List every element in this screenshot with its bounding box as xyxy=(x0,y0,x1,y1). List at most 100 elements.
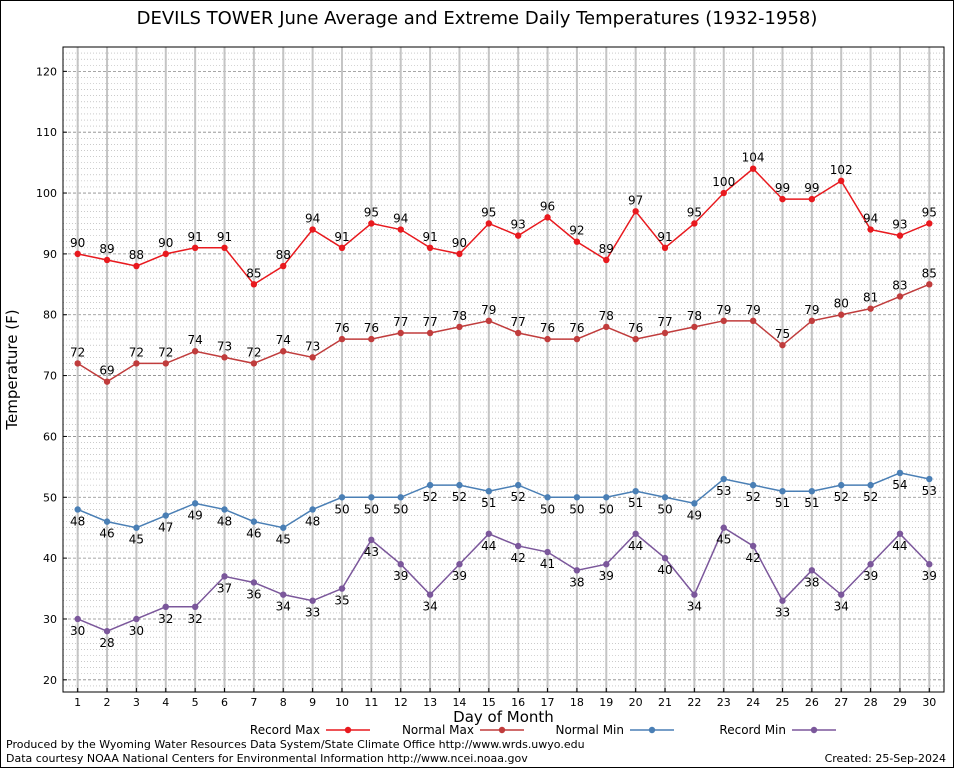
x-tick-label: 7 xyxy=(250,696,257,709)
record-max-data-label: 90 xyxy=(158,236,173,250)
normal-min-point xyxy=(133,524,140,531)
x-tick-label: 29 xyxy=(893,696,907,709)
x-axis-label: Day of Month xyxy=(453,708,554,726)
normal-min-point xyxy=(309,506,316,513)
record-max-point xyxy=(691,220,698,227)
normal-max-data-label: 76 xyxy=(628,321,643,335)
normal-max-data-label: 72 xyxy=(246,345,261,359)
normal-min-point xyxy=(426,481,434,489)
record-min-data-label: 32 xyxy=(188,612,203,626)
normal-max-data-label: 76 xyxy=(364,321,379,335)
x-tick-label: 8 xyxy=(280,696,287,709)
record-max-legend-label: Record Max xyxy=(250,723,320,737)
record-min-point xyxy=(426,591,434,598)
record-min-data-label: 38 xyxy=(569,575,584,589)
record-min-point xyxy=(779,597,786,604)
footer-created: Created: 25-Sep-2024 xyxy=(824,752,946,765)
record-max-data-label: 104 xyxy=(742,151,765,165)
normal-max-data-label: 76 xyxy=(334,321,349,335)
normal-max-point xyxy=(133,360,140,367)
normal-min-data-label: 50 xyxy=(569,502,584,516)
normal-min-point xyxy=(485,487,493,495)
normal-min-point xyxy=(603,494,610,501)
normal-max-point xyxy=(603,323,610,331)
record-min-data-label: 28 xyxy=(99,636,114,650)
normal-min-point xyxy=(838,481,845,489)
normal-max-point xyxy=(338,335,346,343)
record-min-line xyxy=(77,526,930,632)
record-max-point xyxy=(250,281,258,288)
y-tick-label: 60 xyxy=(43,430,57,443)
record-max-data-label: 91 xyxy=(334,230,349,244)
record-min-point xyxy=(309,597,316,604)
normal-min-data-label: 46 xyxy=(99,527,114,541)
normal-min-data-label: 48 xyxy=(305,514,320,528)
x-tick-label: 28 xyxy=(864,696,878,709)
record-max-data-label: 90 xyxy=(70,236,85,250)
record-min-point xyxy=(397,561,404,568)
record-max-data-label: 94 xyxy=(863,212,878,226)
normal-max-data-label: 83 xyxy=(892,278,907,292)
y-tick-label: 70 xyxy=(43,370,57,383)
record-max-data-label: 92 xyxy=(569,224,584,238)
normal-max-point xyxy=(749,317,757,325)
normal-max-data-label: 77 xyxy=(422,315,437,329)
normal-min-point xyxy=(779,487,786,495)
record-min-point xyxy=(162,603,169,611)
record-min-data-label: 41 xyxy=(540,557,555,571)
normal-max-point xyxy=(691,323,698,331)
normal-min-data-label: 47 xyxy=(158,521,173,535)
record-min-point xyxy=(632,530,639,537)
normal-min-data-label: 54 xyxy=(892,478,907,492)
x-tick-label: 2 xyxy=(104,696,111,709)
normal-min-legend-marker xyxy=(648,726,656,734)
normal-min-data-label: 50 xyxy=(540,502,555,516)
normal-max-data-label: 80 xyxy=(834,297,849,311)
normal-max-point xyxy=(397,329,404,337)
normal-max-data-label: 79 xyxy=(804,303,819,317)
normal-max-data-label: 69 xyxy=(99,364,114,378)
record-min-data-label: 34 xyxy=(422,600,437,614)
record-max-data-label: 95 xyxy=(687,205,702,219)
normal-min-data-label: 51 xyxy=(481,496,496,510)
normal-min-data-label: 51 xyxy=(628,496,643,510)
record-max-data-label: 99 xyxy=(804,181,819,195)
normal-max-point xyxy=(162,360,169,367)
normal-min-point xyxy=(397,494,404,501)
normal-max-data-label: 73 xyxy=(217,339,232,353)
record-min-data-label: 32 xyxy=(158,612,173,626)
normal-max-point xyxy=(221,354,228,361)
y-tick-label: 110 xyxy=(36,126,57,139)
normal-max-data-label: 79 xyxy=(745,303,760,317)
normal-min-data-label: 52 xyxy=(511,490,526,504)
record-min-point xyxy=(896,530,904,537)
normal-min-data-label: 51 xyxy=(804,496,819,510)
record-min-data-label: 35 xyxy=(334,594,349,608)
record-min-point xyxy=(250,579,258,586)
normal-min-point xyxy=(926,475,933,483)
x-tick-label: 16 xyxy=(511,696,525,709)
normal-min-data-label: 50 xyxy=(657,502,672,516)
normal-max-data-label: 81 xyxy=(863,291,878,305)
record-min-data-label: 30 xyxy=(70,624,85,638)
record-max-data-label: 96 xyxy=(540,199,555,213)
normal-max-data-label: 79 xyxy=(716,303,731,317)
normal-min-data-label: 52 xyxy=(745,490,760,504)
x-tick-label: 22 xyxy=(687,696,701,709)
record-max-point xyxy=(309,226,316,233)
normal-max-data-label: 74 xyxy=(276,333,291,347)
normal-min-data-label: 52 xyxy=(863,490,878,504)
x-tick-label: 17 xyxy=(541,696,555,709)
record-min-data-label: 42 xyxy=(511,551,526,565)
record-max-point xyxy=(514,232,522,239)
normal-min-point xyxy=(573,494,581,501)
normal-max-point xyxy=(280,348,287,355)
normal-min-point xyxy=(544,494,551,501)
x-tick-label: 6 xyxy=(221,696,228,709)
normal-min-data-label: 50 xyxy=(599,502,614,516)
normal-min-data-label: 49 xyxy=(188,508,203,522)
normal-max-data-label: 77 xyxy=(393,315,408,329)
record-max-point xyxy=(661,244,669,252)
